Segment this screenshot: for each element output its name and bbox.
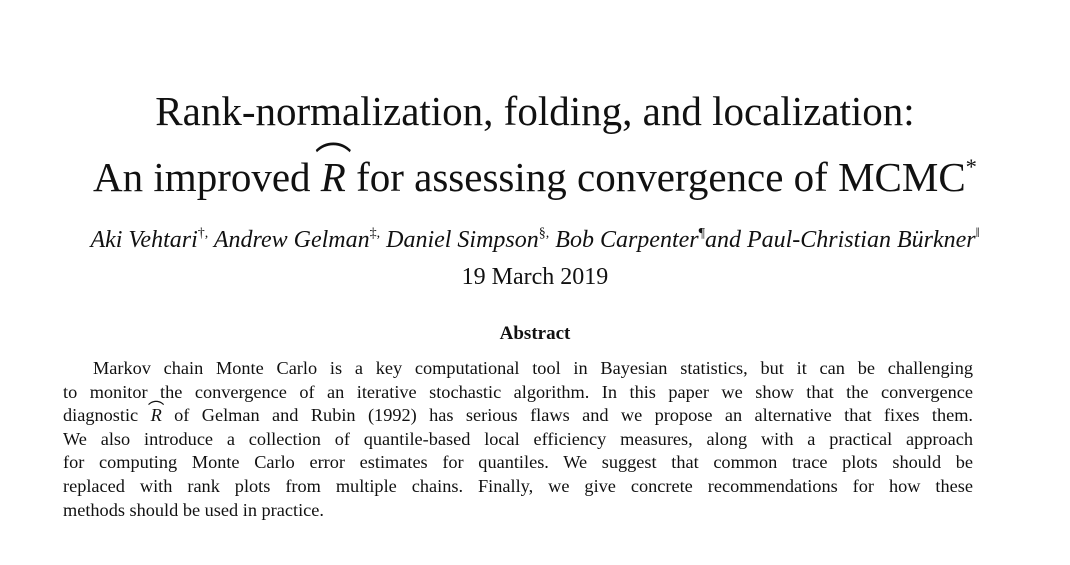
abstract-heading: Abstract <box>499 323 571 344</box>
abstract-line-after: of Gelman and Rubin (1992) has serious f… <box>161 405 973 426</box>
author-affiliation-mark: ¶ <box>698 226 705 241</box>
abstract-body: Markov chain Monte Carlo is a key comput… <box>63 357 973 522</box>
abstract-line: replaced with rank plots from multiple c… <box>63 475 973 496</box>
author-name: and Paul-Christian Bürkner <box>704 227 976 253</box>
author-name: Bob Carpenter <box>555 227 699 253</box>
abstract-line: to monitor the convergence of an iterati… <box>63 381 973 402</box>
author-name: Aki Vehtari <box>90 227 198 253</box>
title-line-2-after: for assessing convergence of MCMC <box>345 153 966 200</box>
publication-date: 19 March 2019 <box>461 264 609 290</box>
author-affiliation-mark: ‖ <box>975 226 980 241</box>
abstract-line: Markov chain Monte Carlo is a key comput… <box>93 358 973 378</box>
r-hat-letter: R <box>320 153 346 200</box>
author-list: Aki Vehtari†, Andrew Gelman‡, Daniel Sim… <box>0 219 1070 255</box>
author-affiliation-mark: ‡, <box>369 226 381 241</box>
title-line-1: Rank-normalization, folding, and localiz… <box>155 88 915 134</box>
title-footnote-mark: * <box>965 154 977 179</box>
abstract-line: for computing Monte Carlo error estimate… <box>63 452 973 473</box>
author-name: Daniel Simpson <box>386 227 539 253</box>
r-hat-symbol-inline: ⌒ R <box>148 400 164 428</box>
author-name: Andrew Gelman <box>213 227 370 253</box>
title-line-2: An improved ⌒ R for assessing convergence… <box>0 139 1070 205</box>
abstract-line-before: diagnostic <box>63 405 151 426</box>
abstract-line: diagnostic ⌒ R of Gelman and Rubin (1992)… <box>63 400 973 428</box>
author-affiliation-mark: §, <box>538 226 550 241</box>
author-affiliation-mark: †, <box>197 226 209 241</box>
abstract-line: We also introduce a collection of quanti… <box>63 428 973 449</box>
hat-accent-icon: ⌒ <box>147 400 165 420</box>
hat-accent-icon: ⌒ <box>314 141 352 183</box>
title-line-2-before: An improved <box>93 153 321 200</box>
r-hat-letter: R <box>150 405 162 426</box>
paper-title: Rank-normalization, folding, and localiz… <box>0 84 1070 205</box>
abstract-line: methods should be used in practice. <box>63 499 324 520</box>
r-hat-symbol: ⌒ R <box>315 143 352 205</box>
